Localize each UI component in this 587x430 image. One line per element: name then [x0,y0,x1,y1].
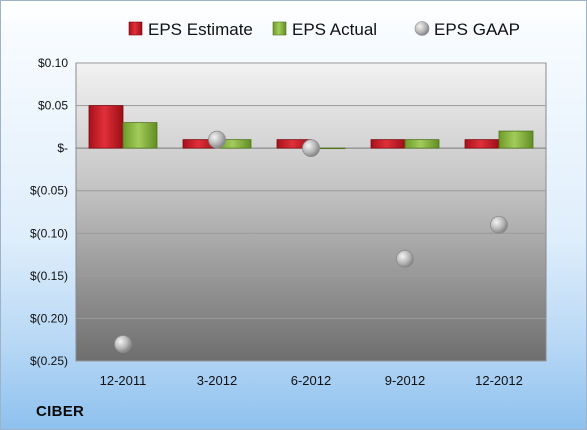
y-tick-label: $(0.15) [30,269,68,283]
legend-estimate-swatch [128,21,143,36]
x-tick-label: 6-2012 [291,373,331,388]
legend: EPS Estimate EPS Actual EPS GAAP [128,20,520,39]
eps-gaap-point [208,130,226,149]
x-tick-label: 12-2012 [475,373,523,388]
y-tick-label: $0.10 [38,56,68,70]
y-tick-label: $(0.10) [30,226,68,240]
y-tick-label: $0.05 [38,99,68,113]
legend-label: EPS Estimate [148,20,253,39]
legend-actual-swatch [272,21,287,36]
legend-label: EPS Actual [292,20,377,39]
gaap-points [114,130,508,353]
x-tick-label: 9-2012 [385,373,425,388]
eps-gaap-point [490,215,508,234]
y-axis-ticks: $0.10 $0.05 $- $(0.05) $(0.10) $(0.15) $(0.20)… [30,56,68,368]
y-tick-label: $(0.20) [30,311,68,325]
x-axis-ticks: 12-2011 3-2012 6-2012 9-2012 12-2012 [100,373,523,388]
eps-estimate-bar [464,139,500,149]
x-tick-label: 12-2011 [100,373,147,388]
eps-gaap-point [302,139,320,158]
eps-actual-bar [498,130,534,149]
legend-label: EPS GAAP [434,20,520,39]
plot-area [75,62,547,362]
y-tick-label: $(0.05) [30,184,68,198]
company-label: CIBER [36,403,85,420]
eps-estimate-bar [88,105,124,149]
x-tick-label: 3-2012 [197,373,237,388]
eps-estimate-bar [370,139,406,149]
eps-actual-bar [404,139,440,149]
bars [88,105,534,150]
legend-gaap-swatch [414,21,430,36]
y-tick-label: $(0.25) [30,354,68,368]
eps-actual-bar [122,122,158,149]
eps-gaap-point [396,249,414,268]
y-tick-label: $- [57,141,68,155]
eps-gaap-point [114,335,132,353]
